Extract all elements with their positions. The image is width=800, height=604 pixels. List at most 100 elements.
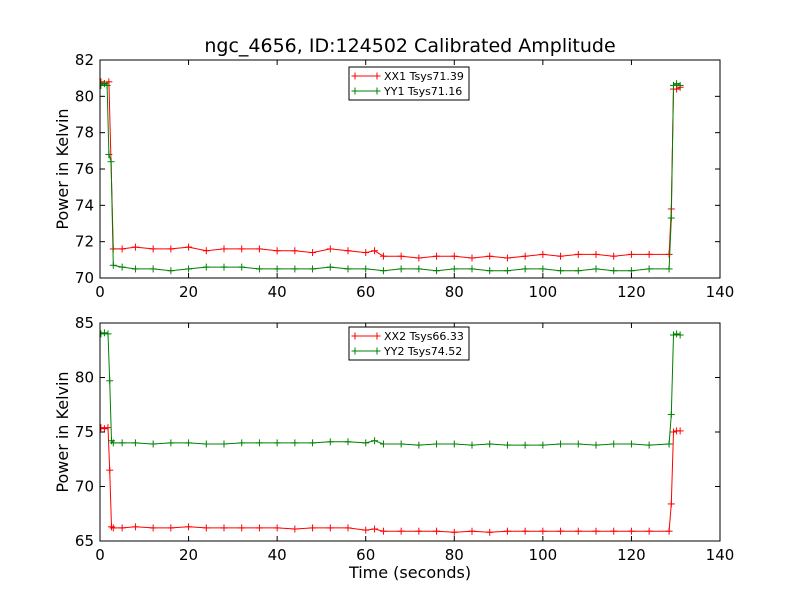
y-tick-label: 80 [75,87,94,105]
data-point [468,254,476,262]
legend: XX2 Tsys66.33 YY2 Tsys74.52 [348,326,470,361]
x-tick-label: 0 [95,546,105,564]
data-point [627,440,635,448]
data-point [362,439,370,447]
data-point [521,527,529,535]
data-point [238,263,246,271]
data-point [238,524,246,532]
data-point [100,424,105,432]
legend-marker [351,87,359,95]
data-point [486,440,494,448]
data-point [665,440,673,448]
data-point [106,466,114,474]
data-point [185,265,193,273]
data-point [326,524,334,532]
data-point [326,438,334,446]
data-point [118,439,126,447]
data-point [107,158,115,166]
data-point [486,267,494,275]
data-point [103,81,111,89]
data-point [610,440,618,448]
data-point [486,252,494,260]
y-tick-label: 70 [75,478,94,496]
data-point [118,245,126,253]
data-point [255,265,263,273]
x-tick-label: 100 [529,546,558,564]
x-tick-label: 120 [617,546,646,564]
data-point [220,524,228,532]
data-point [521,441,529,449]
data-point [149,440,157,448]
data-point [309,249,317,257]
data-point [468,527,476,535]
data-point [109,524,117,532]
legend-marker [373,87,381,95]
data-point [104,330,112,338]
y-tick-label: 78 [75,124,94,142]
y-axis-label: Power in Kelvin [53,108,72,229]
legend-marker [373,332,381,340]
legend-label: YY2 Tsys74.52 [383,345,462,358]
data-point [238,439,246,447]
data-point [574,527,582,535]
data-point [291,247,299,255]
legend-label: YY1 Tsys71.16 [383,85,462,98]
legend: XX1 Tsys71.39 YY1 Tsys71.16 [348,66,470,101]
data-point [167,439,175,447]
legend-marker [373,347,381,355]
data-point [202,524,210,532]
data-point [291,525,299,533]
data-point [645,441,653,449]
legend-marker [351,72,359,80]
data-point [450,440,458,448]
data-point [433,252,441,260]
data-point [362,249,370,257]
x-tick-label: 140 [706,546,735,564]
data-point [539,527,547,535]
legend-marker [351,347,359,355]
data-point [185,523,193,531]
data-point [645,527,653,535]
data-point [379,527,387,535]
data-point [185,439,193,447]
data-point [415,527,423,535]
data-point [592,441,600,449]
data-point [108,523,116,531]
data-point [105,78,113,86]
plot-area [100,78,684,275]
data-point [557,527,565,535]
data-point [362,526,370,534]
data-point [100,329,108,337]
data-point [131,523,139,531]
x-tick-label: 100 [529,283,558,301]
data-point [167,245,175,253]
data-point [468,441,476,449]
data-point [433,440,441,448]
data-point [557,252,565,260]
data-point [670,331,677,339]
data-point [521,265,529,273]
x-tick-label: 0 [95,283,105,301]
y-tick-label: 80 [75,369,94,387]
x-tick-label: 60 [356,283,375,301]
data-point [673,330,681,338]
data-point [185,243,193,251]
data-point [397,527,405,535]
data-point [371,437,379,445]
y-tick-label: 85 [75,314,94,332]
data-point [118,524,126,532]
data-point [670,428,677,436]
data-point [645,250,653,258]
data-point [273,265,281,273]
data-point [255,245,263,253]
data-point [149,245,157,253]
data-point [397,265,405,273]
data-point [539,441,547,449]
legend-label: XX2 Tsys66.33 [384,330,464,343]
data-point [486,528,494,536]
data-point [670,81,677,89]
data-point [503,254,511,262]
x-tick-label: 140 [706,283,735,301]
data-point [131,439,139,447]
